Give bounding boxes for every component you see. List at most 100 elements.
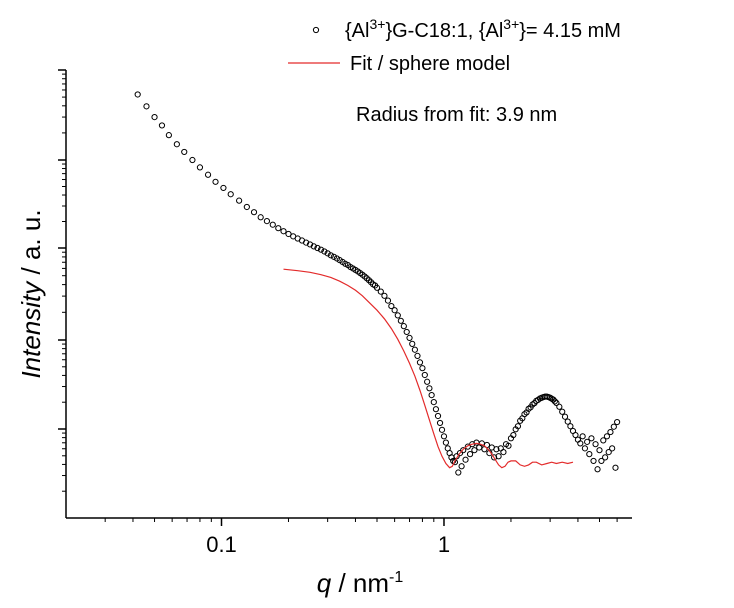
data-point [609, 445, 616, 452]
x-tick-label: 0.1 [206, 532, 237, 557]
x-axis-title: q / nm-1 [317, 568, 404, 598]
data-point [438, 426, 446, 433]
y-axis-title: Intensity / a. u. [16, 209, 46, 378]
data-point [204, 171, 212, 178]
data-point [196, 164, 204, 171]
data-point [505, 442, 512, 449]
data-point [432, 406, 440, 413]
data-point [559, 408, 566, 415]
data-point [275, 225, 282, 232]
data-point [165, 132, 172, 139]
data-point [269, 221, 276, 228]
data-point [400, 323, 407, 330]
data-point [493, 446, 500, 453]
data-point [495, 453, 502, 460]
x-tick-label: 1 [438, 532, 450, 557]
legend-superscript: 3+ [369, 16, 385, 32]
data-point [424, 378, 431, 385]
data-point [590, 457, 597, 465]
data-point [553, 399, 560, 406]
data-point [377, 288, 384, 295]
data-point [220, 184, 227, 192]
data-point [151, 113, 158, 121]
data-point [181, 148, 188, 156]
legend-entry-fit: Fit / sphere model [350, 53, 510, 75]
data-point [310, 243, 317, 250]
data-point [567, 423, 574, 430]
data-point [421, 371, 428, 379]
data-point [430, 399, 437, 406]
legend-text-part: {Al [345, 20, 369, 42]
data-point [458, 463, 465, 470]
data-point [327, 252, 334, 259]
data-point [414, 352, 421, 360]
data-point [409, 340, 416, 347]
data-point [550, 396, 557, 403]
data-point [514, 423, 522, 430]
data-point [263, 218, 271, 225]
data-point [607, 428, 614, 436]
data-point [212, 178, 219, 185]
data-point [416, 359, 424, 366]
data-point [321, 248, 328, 255]
data-point [243, 203, 250, 211]
x-axis-title-unit: / nm [331, 568, 389, 598]
data-point [551, 398, 558, 405]
data-point [462, 456, 469, 463]
data-point [173, 141, 180, 148]
legend-text-part: }= 4.15 mM [519, 20, 621, 42]
data-point [460, 447, 467, 454]
data-point [227, 191, 234, 198]
data-point [189, 156, 196, 164]
y-axis-title-italic: Intensity [16, 280, 46, 379]
data-point [236, 197, 243, 204]
x-axis-title-exponent: -1 [389, 569, 403, 586]
data-point [466, 451, 474, 458]
data-point [600, 437, 607, 444]
data-point [436, 419, 444, 427]
data-point [143, 103, 150, 110]
data-point [556, 403, 563, 410]
data-point [314, 244, 321, 252]
data-point [381, 292, 388, 299]
data-point [588, 435, 595, 442]
data-point [603, 433, 611, 440]
data-point [403, 328, 410, 336]
fit-annotation: Radius from fit: 3.9 nm [356, 104, 557, 126]
data-point [373, 284, 381, 291]
data-point [594, 466, 601, 473]
data-point [250, 209, 258, 216]
data-point [257, 214, 264, 221]
data-point [280, 228, 287, 235]
data-point [577, 440, 584, 447]
data-point [434, 412, 442, 420]
data-point [426, 385, 433, 392]
legend-superscript: 3+ [503, 16, 519, 32]
fit-line [283, 268, 574, 469]
data-point [134, 91, 141, 98]
data-point [579, 433, 586, 440]
legend-marker-circle [312, 26, 320, 34]
data-point [406, 334, 413, 341]
data-point [394, 312, 401, 319]
data-point [610, 423, 617, 430]
data-point [612, 464, 619, 471]
data-point [605, 449, 612, 456]
data-point [384, 297, 392, 304]
data-point [455, 469, 462, 476]
data-point [500, 449, 507, 456]
legend-entry-data: {Al3+}G-C18:1, {Al3+}= 4.15 mM [345, 16, 621, 42]
data-point [397, 317, 404, 324]
data-point [561, 413, 569, 420]
data-point [419, 365, 426, 372]
data-point [324, 250, 331, 257]
data-point [440, 433, 448, 440]
legend-text-part: }G-C18:1, {Al [385, 20, 503, 42]
data-point [596, 447, 603, 454]
data-point [471, 447, 478, 454]
data-point [586, 451, 593, 458]
y-axis-title-rest: / a. u. [16, 209, 46, 281]
